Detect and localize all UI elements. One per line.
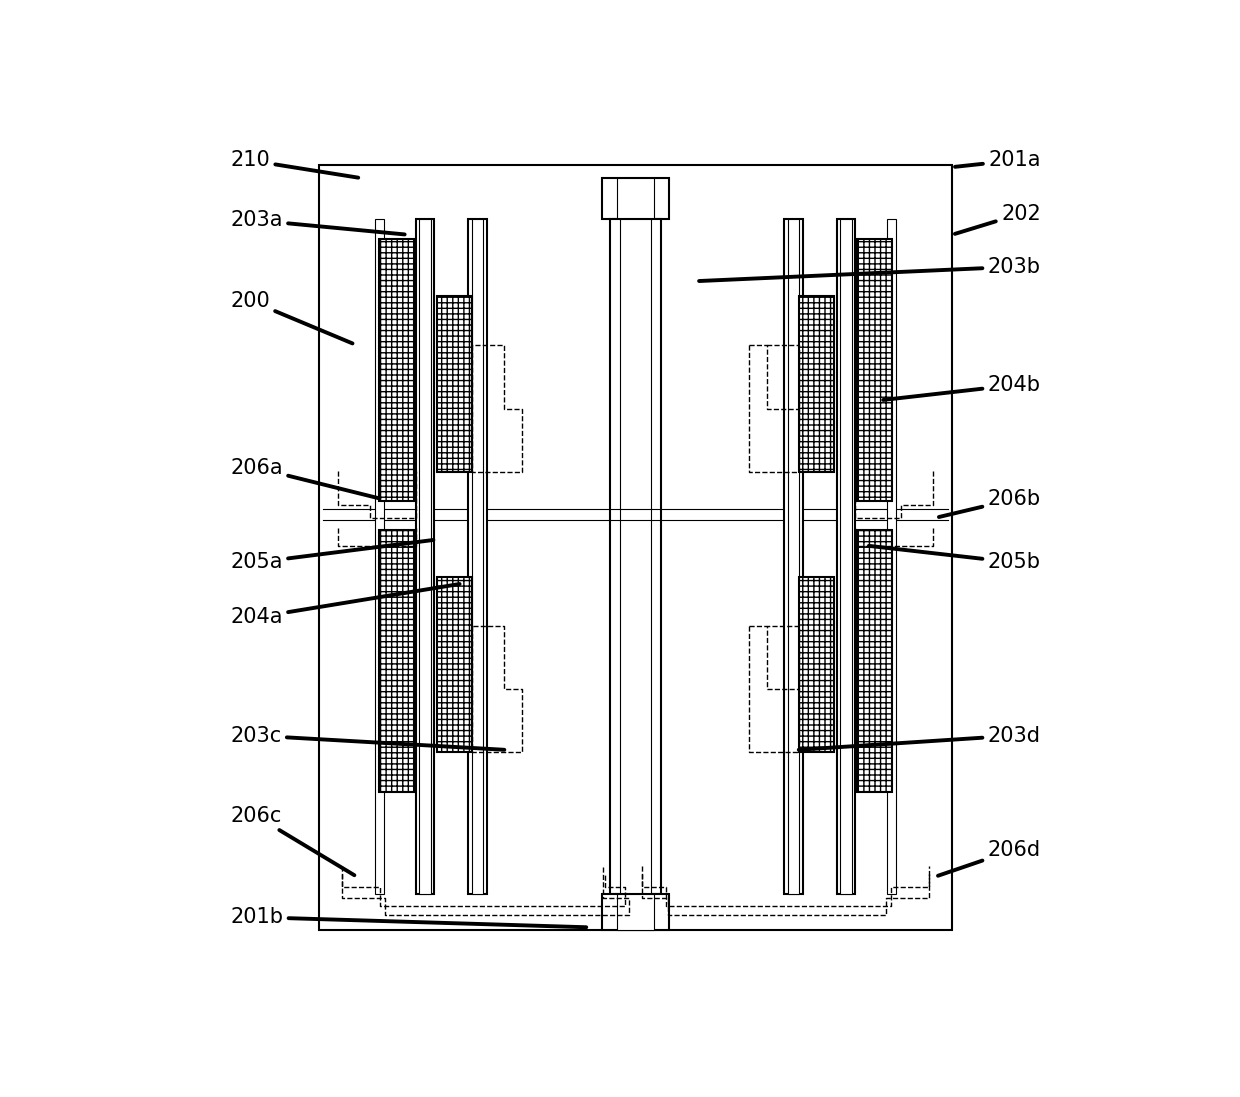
Text: 203c: 203c bbox=[231, 725, 505, 749]
Bar bbox=[837, 218, 856, 894]
Text: 203b: 203b bbox=[699, 257, 1040, 281]
Bar bbox=[784, 218, 802, 894]
Bar bbox=[787, 218, 800, 894]
Text: 206c: 206c bbox=[231, 806, 355, 875]
Text: 206d: 206d bbox=[937, 839, 1040, 875]
Bar bbox=[620, 218, 651, 894]
Bar bbox=[419, 218, 432, 894]
Bar bbox=[799, 577, 835, 753]
Text: 201b: 201b bbox=[231, 907, 587, 927]
Bar bbox=[887, 218, 895, 894]
Text: 205a: 205a bbox=[231, 540, 434, 573]
Text: 204b: 204b bbox=[883, 375, 1040, 400]
Text: 200: 200 bbox=[231, 291, 352, 343]
Text: 203d: 203d bbox=[799, 725, 1040, 749]
Bar bbox=[376, 218, 384, 894]
Bar bbox=[378, 239, 414, 500]
Text: 202: 202 bbox=[955, 204, 1040, 234]
Bar bbox=[471, 218, 484, 894]
Bar bbox=[469, 218, 487, 894]
Text: 204a: 204a bbox=[231, 584, 460, 627]
Bar bbox=[415, 218, 434, 894]
Bar bbox=[319, 166, 952, 930]
Bar bbox=[857, 530, 893, 792]
Bar bbox=[601, 178, 670, 218]
Text: 205b: 205b bbox=[869, 546, 1040, 573]
Bar bbox=[618, 894, 653, 930]
Bar bbox=[857, 239, 893, 500]
Bar bbox=[799, 296, 835, 472]
Bar bbox=[436, 577, 472, 753]
Bar bbox=[839, 218, 852, 894]
Bar bbox=[618, 178, 653, 218]
Text: 210: 210 bbox=[231, 150, 358, 178]
Text: 203a: 203a bbox=[231, 211, 404, 235]
Text: 201a: 201a bbox=[955, 150, 1040, 170]
Bar bbox=[610, 218, 661, 894]
Bar bbox=[436, 296, 472, 472]
Text: 206a: 206a bbox=[231, 457, 379, 498]
Text: 206b: 206b bbox=[939, 489, 1040, 517]
Bar bbox=[378, 530, 414, 792]
Bar bbox=[601, 894, 670, 930]
